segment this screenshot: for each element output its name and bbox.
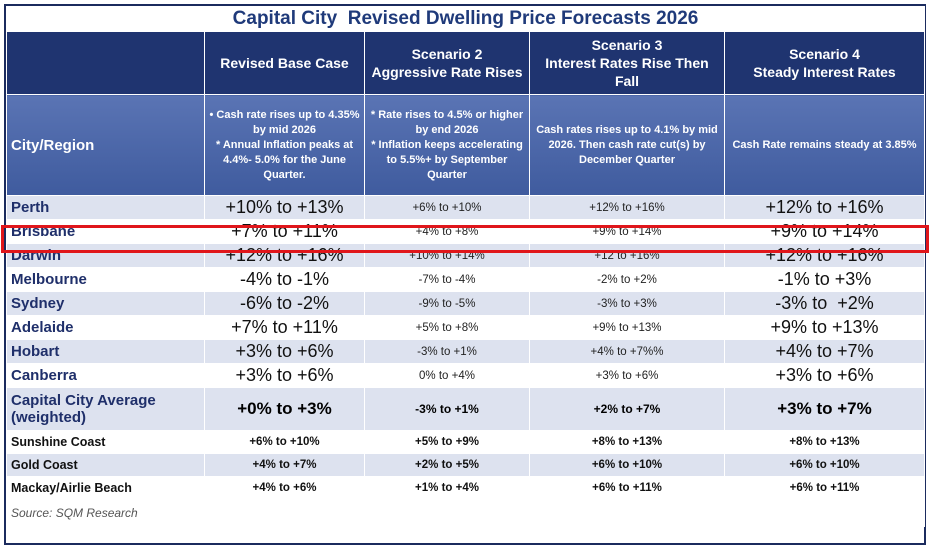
data-row: Brisbane +7% to +11% +4% to +8% +9% to +14%… <box>6 219 926 244</box>
forecast-value: +6% to +11% <box>723 476 926 500</box>
forecast-value: -3% to +2% <box>723 291 926 316</box>
forecast-value: +5% to +9% <box>364 430 530 454</box>
forecast-value: +4% to +7% <box>723 339 926 364</box>
city-name: Melbourne <box>6 267 205 292</box>
forecast-value: -7% to -4% <box>364 267 530 292</box>
forecast-value: -2% to +2% <box>529 267 725 292</box>
header-row: Revised Base Case Scenario 2 Aggressive R… <box>6 31 926 95</box>
table-title: Capital City Revised Dwelling Price Fore… <box>5 6 926 32</box>
forecast-table: Capital City Revised Dwelling Price Fore… <box>5 6 926 527</box>
column-title: Scenario 4 Steady Interest Rates <box>723 31 926 95</box>
forecast-value: +6% to +10% <box>364 195 530 220</box>
source-row: Source: SQM Research <box>5 499 926 527</box>
forecast-value: -6% to -2% <box>204 291 365 316</box>
forecast-value: +7% to +11% <box>204 315 365 340</box>
forecast-value: +9% to +13% <box>723 315 926 340</box>
forecast-value: +8% to +13% <box>529 430 725 454</box>
city-name: Sydney <box>6 291 205 316</box>
forecast-value: -1% to +3% <box>723 267 926 292</box>
forecast-value: +12 to +16% <box>529 243 725 268</box>
data-row: Darwin +12% to +16% +10% to +14% +12 to +16… <box>6 243 926 268</box>
forecast-value: +0% to +3% <box>204 387 365 431</box>
column-title: Scenario 2 Aggressive Rate Rises <box>364 31 530 95</box>
forecast-value: +4% to +7% <box>204 453 365 477</box>
forecast-value: +2% to +7% <box>529 387 725 431</box>
data-row: Hobart +3% to +6% -3% to +1% +4% to +7%% +4%… <box>6 339 926 364</box>
data-row: Sunshine Coast +6% to +10% +5% to +9% +8% t… <box>6 430 926 454</box>
forecast-value: +4% to +6% <box>204 476 365 500</box>
forecast-value: +2% to +5% <box>364 453 530 477</box>
forecast-value: +3% to +7% <box>723 387 926 431</box>
city-name: Brisbane <box>6 219 205 244</box>
data-row: Gold Coast +4% to +7% +2% to +5% +6% to +10… <box>6 453 926 477</box>
forecast-value: -3% to +1% <box>364 387 530 431</box>
city-name: Darwin <box>6 243 205 268</box>
column-title: Revised Base Case <box>204 31 365 95</box>
data-row: Mackay/Airlie Beach +4% to +6% +1% to +4% +… <box>6 476 926 500</box>
city-name: Capital City Average (weighted) <box>6 387 205 431</box>
city-name: Sunshine Coast <box>6 430 205 454</box>
forecast-value: +4% to +7%% <box>529 339 725 364</box>
forecast-value: +12% to +16% <box>204 243 365 268</box>
forecast-value: +9% to +13% <box>529 315 725 340</box>
table-frame: Capital City Revised Dwelling Price Fore… <box>4 4 926 545</box>
column-description: Cash Rate remains steady at 3.85% <box>723 94 926 196</box>
forecast-value: +7% to +11% <box>204 219 365 244</box>
source-note: Source: SQM Research <box>5 499 926 527</box>
data-row: Melbourne -4% to -1% -7% to -4% -2% to +2% -… <box>6 267 926 292</box>
forecast-value: +3% to +6% <box>529 363 725 388</box>
city-name: Mackay/Airlie Beach <box>6 476 205 500</box>
forecast-value: +12% to +16% <box>529 195 725 220</box>
data-row: Capital City Average (weighted) +0% to +3… <box>6 387 926 431</box>
city-name: Perth <box>6 195 205 220</box>
column-title: Scenario 3 Interest Rates Rise Then Fall <box>529 31 725 95</box>
forecast-value: +6% to +10% <box>723 453 926 477</box>
forecast-value: +4% to +8% <box>364 219 530 244</box>
description-row: City/Region • Cash rate rises up to 4.35%… <box>6 94 926 196</box>
forecast-value: +8% to +13% <box>723 430 926 454</box>
data-row: Sydney -6% to -2% -9% to -5% -3% to +3% -3% … <box>6 291 926 316</box>
forecast-value: +6% to +10% <box>529 453 725 477</box>
title-row: Capital City Revised Dwelling Price Fore… <box>5 6 926 32</box>
city-name: Gold Coast <box>6 453 205 477</box>
column-description: Cash rates rises up to 4.1% by mid 2026.… <box>529 94 725 196</box>
forecast-value: +9% to +14% <box>723 219 926 244</box>
header-cell <box>6 31 205 95</box>
forecast-value: +10% to +13% <box>204 195 365 220</box>
forecast-value: +10% to +14% <box>364 243 530 268</box>
forecast-value: +6% to +10% <box>204 430 365 454</box>
forecast-value: -3% to +3% <box>529 291 725 316</box>
forecast-value: -9% to -5% <box>364 291 530 316</box>
table-body: Capital City Revised Dwelling Price Fore… <box>5 6 926 527</box>
forecast-value: +3% to +6% <box>204 339 365 364</box>
forecast-value: +1% to +4% <box>364 476 530 500</box>
column-description: * Rate rises to 4.5% or higher by end 20… <box>364 94 530 196</box>
data-row: Perth +10% to +13% +6% to +10% +12% to +16%… <box>6 195 926 220</box>
city-header: City/Region <box>6 94 205 196</box>
city-name: Hobart <box>6 339 205 364</box>
forecast-value: -4% to -1% <box>204 267 365 292</box>
forecast-value: +3% to +6% <box>723 363 926 388</box>
forecast-value: -3% to +1% <box>364 339 530 364</box>
city-name: Canberra <box>6 363 205 388</box>
column-description: • Cash rate rises up to 4.35% by mid 202… <box>204 94 365 196</box>
data-row: Adelaide +7% to +11% +5% to +8% +9% to +13%… <box>6 315 926 340</box>
forecast-value: 0% to +4% <box>364 363 530 388</box>
forecast-value: +9% to +14% <box>529 219 725 244</box>
forecast-value: +3% to +6% <box>204 363 365 388</box>
forecast-value: +12% to +16% <box>723 243 926 268</box>
data-row: Canberra +3% to +6% 0% to +4% +3% to +6% +3%… <box>6 363 926 388</box>
forecast-value: +6% to +11% <box>529 476 725 500</box>
forecast-value: +5% to +8% <box>364 315 530 340</box>
city-name: Adelaide <box>6 315 205 340</box>
forecast-value: +12% to +16% <box>723 195 926 220</box>
